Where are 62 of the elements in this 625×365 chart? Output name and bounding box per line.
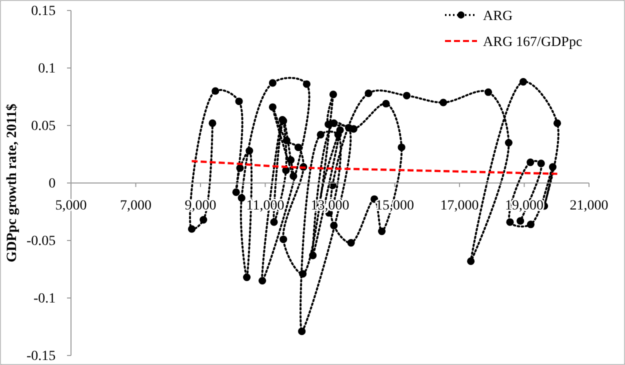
point <box>347 239 355 247</box>
x-tick-label: 21,000 <box>570 198 608 214</box>
y-tick-label: -0.15 <box>26 348 56 364</box>
point <box>208 119 216 127</box>
point <box>402 92 411 100</box>
point <box>526 220 535 228</box>
point <box>516 217 524 225</box>
y-axis-title: GDPpc growth rate, 2011$ <box>5 104 20 262</box>
point <box>188 225 196 233</box>
point <box>212 87 220 95</box>
legend-label: ARG <box>483 9 513 24</box>
point <box>484 88 492 96</box>
point <box>302 80 310 88</box>
point <box>537 160 545 168</box>
point <box>526 158 534 166</box>
line-series <box>190 160 558 175</box>
y-tick-label: 0.15 <box>31 4 56 19</box>
point <box>519 78 528 86</box>
point <box>270 218 278 226</box>
point <box>235 98 243 106</box>
x-tick-label: 17,000 <box>440 198 479 214</box>
point <box>282 136 290 144</box>
point <box>287 156 295 164</box>
y-tick-label: 0 <box>48 176 56 192</box>
point <box>290 172 298 180</box>
point <box>298 328 306 336</box>
point <box>238 194 246 202</box>
y-tick-label: 0.05 <box>31 118 56 134</box>
point <box>440 98 448 106</box>
y-tick-label: -0.1 <box>33 291 56 306</box>
point <box>548 163 557 171</box>
x-tick-label: 5,000 <box>55 198 87 214</box>
point <box>382 100 390 108</box>
point <box>236 164 244 172</box>
point <box>364 90 372 98</box>
point <box>506 218 514 226</box>
point <box>350 125 358 133</box>
point <box>258 276 266 285</box>
legend-label: ARG 167/GDPpc <box>483 35 582 50</box>
point <box>378 228 386 236</box>
point <box>200 216 208 224</box>
point <box>467 257 475 265</box>
point <box>336 126 344 134</box>
point <box>329 90 338 98</box>
point <box>243 274 251 282</box>
y-tick-label: -0.05 <box>26 234 56 249</box>
point <box>280 236 288 244</box>
point <box>232 188 240 196</box>
point <box>268 79 276 87</box>
point <box>553 119 562 127</box>
point <box>309 252 317 260</box>
point <box>299 270 307 278</box>
point <box>398 144 406 152</box>
point <box>246 147 254 155</box>
point <box>330 222 338 230</box>
point <box>330 119 338 127</box>
x-tick-label: 7,000 <box>120 198 152 214</box>
point <box>268 103 276 111</box>
y-tick-label: 0.1 <box>38 61 56 76</box>
point <box>504 138 512 147</box>
point <box>294 144 302 152</box>
point <box>316 130 324 138</box>
